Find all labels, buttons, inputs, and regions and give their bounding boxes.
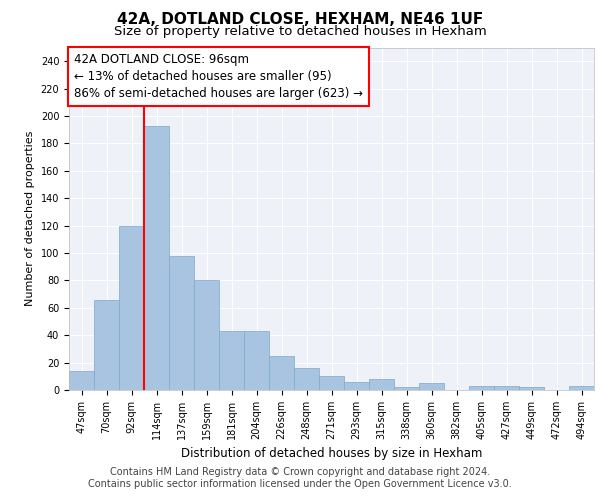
Bar [319,376,344,390]
Bar [519,388,544,390]
Bar [569,386,594,390]
Bar [144,126,169,390]
Text: Size of property relative to detached houses in Hexham: Size of property relative to detached ho… [113,25,487,38]
Bar [294,368,319,390]
Bar [94,300,119,390]
Bar [244,331,269,390]
Text: 42A DOTLAND CLOSE: 96sqm
← 13% of detached houses are smaller (95)
86% of semi-d: 42A DOTLAND CLOSE: 96sqm ← 13% of detach… [74,52,363,100]
Bar [419,383,444,390]
Bar [269,356,294,390]
X-axis label: Distribution of detached houses by size in Hexham: Distribution of detached houses by size … [181,448,482,460]
Text: 42A, DOTLAND CLOSE, HEXHAM, NE46 1UF: 42A, DOTLAND CLOSE, HEXHAM, NE46 1UF [117,12,483,28]
Bar [469,386,494,390]
Bar [119,226,144,390]
Y-axis label: Number of detached properties: Number of detached properties [25,131,35,306]
Bar [369,379,394,390]
Bar [494,386,519,390]
Bar [344,382,369,390]
Bar [69,371,94,390]
Bar [394,388,419,390]
Bar [194,280,219,390]
Bar [169,256,194,390]
Bar [219,331,244,390]
Text: Contains HM Land Registry data © Crown copyright and database right 2024.
Contai: Contains HM Land Registry data © Crown c… [88,468,512,489]
